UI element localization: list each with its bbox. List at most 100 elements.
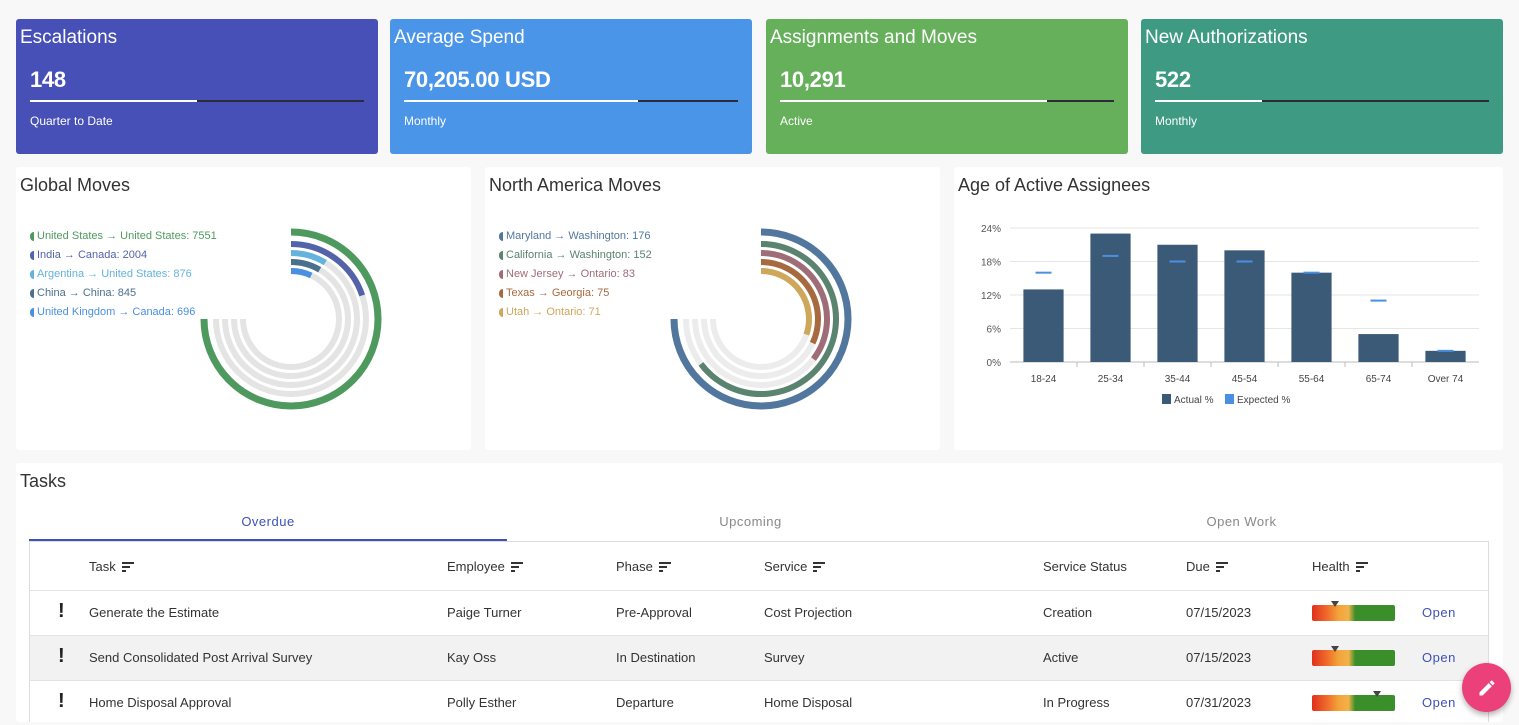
- col-header-health[interactable]: Health: [1312, 559, 1368, 574]
- x-tick-label: 65-74: [1366, 374, 1392, 385]
- legend-item[interactable]: United States → United States: 7551: [30, 230, 217, 242]
- radial-arc: [760, 268, 812, 336]
- col-header-label: Service: [764, 559, 808, 574]
- radial-arc: [670, 228, 852, 410]
- col-header-label: Task: [89, 559, 116, 574]
- legend-marker-icon: [499, 288, 503, 298]
- radial-track: [231, 259, 351, 379]
- legend-item[interactable]: New Jersey → Ontario: 83: [499, 268, 635, 280]
- sort-icon: [813, 562, 826, 572]
- cell-task: Send Consolidated Post Arrival Survey: [89, 650, 313, 665]
- kpi-title: New Authorizations: [1145, 27, 1308, 48]
- cell-service: Survey: [764, 650, 805, 665]
- kpi-subtitle: Quarter to Date: [30, 114, 113, 128]
- kpi-card-average-spend[interactable]: Average Spend 70,205.00 USD Monthly: [390, 19, 752, 154]
- legend-item[interactable]: Texas → Georgia: 75: [499, 287, 609, 299]
- radial-arc: [760, 259, 821, 345]
- card-title: North America Moves: [489, 175, 662, 195]
- legend-label: United Kingdom → Canada: 696: [37, 306, 196, 318]
- na-moves-card: North America Moves Maryland → Washingto…: [485, 167, 940, 450]
- legend-item[interactable]: Utah → Ontario: 71: [499, 306, 601, 318]
- kpi-progress-fill: [30, 100, 197, 102]
- card-title: Global Moves: [20, 175, 131, 195]
- y-tick-label: 12%: [981, 291, 1001, 302]
- legend-marker-icon: [30, 250, 34, 260]
- edit-fab-button[interactable]: [1462, 663, 1511, 712]
- radial-track: [222, 250, 360, 388]
- table-row[interactable]: ! Send Consolidated Post Arrival Survey …: [30, 635, 1488, 680]
- table-row[interactable]: ! Home Disposal Approval Polly Esther De…: [30, 680, 1488, 725]
- legend-marker-icon: [30, 231, 34, 241]
- cell-due: 07/15/2023: [1186, 605, 1252, 620]
- cell-due: 07/15/2023: [1186, 650, 1252, 665]
- table-row[interactable]: ! Generate the Estimate Paige Turner Pre…: [30, 590, 1488, 635]
- legend-item[interactable]: China → China: 845: [30, 287, 136, 299]
- bar-actual: [1425, 350, 1466, 362]
- legend-marker-icon: [499, 231, 503, 241]
- sort-icon: [1355, 562, 1368, 572]
- legend-item[interactable]: United Kingdom → Canada: 696: [30, 306, 195, 318]
- kpi-card-escalations[interactable]: Escalations 148 Quarter to Date: [16, 19, 378, 154]
- open-link[interactable]: Open: [1422, 605, 1456, 620]
- col-header-label: Phase: [616, 559, 653, 574]
- legend-marker-icon: [499, 250, 503, 260]
- radial-arc: [290, 241, 366, 297]
- cell-service: Home Disposal: [764, 695, 853, 710]
- col-header-employee[interactable]: Employee: [447, 559, 523, 574]
- legend-label: California → Washington: 152: [506, 249, 652, 261]
- age-bar-chart: 24% 18% 12% 6% 0% 18-24 25-34 35-44 45-54 55-64 65…: [981, 224, 1479, 406]
- legend-marker-icon: [30, 269, 34, 279]
- legend-label: Texas → Georgia: 75: [506, 287, 610, 299]
- x-tick-label: 35-44: [1165, 374, 1191, 385]
- y-tick-label: 18%: [981, 258, 1001, 269]
- legend-item[interactable]: Maryland → Washington: 176: [499, 230, 651, 242]
- col-header-label: Due: [1186, 559, 1210, 574]
- health-gauge: [1312, 691, 1395, 711]
- col-header-task[interactable]: Task: [89, 559, 134, 574]
- cell-employee: Polly Esther: [447, 695, 517, 710]
- col-header-label: Employee: [447, 559, 505, 574]
- col-header-phase[interactable]: Phase: [616, 559, 671, 574]
- tab-upcoming[interactable]: Upcoming: [719, 514, 782, 529]
- kpi-progress-bar: [404, 100, 738, 102]
- kpi-progress-bar: [30, 100, 364, 102]
- open-link[interactable]: Open: [1422, 695, 1456, 710]
- x-tick-label: 55-64: [1299, 374, 1325, 385]
- open-link[interactable]: Open: [1422, 650, 1456, 665]
- kpi-progress-fill: [1155, 100, 1262, 102]
- kpi-title: Assignments and Moves: [770, 27, 977, 48]
- pencil-icon: [1479, 679, 1495, 695]
- legend-swatch: [1162, 394, 1171, 404]
- bar-actual: [1224, 250, 1265, 362]
- x-tick-label: Over 74: [1428, 374, 1464, 385]
- kpi-card-new-authorizations[interactable]: New Authorizations 522 Monthly: [1141, 19, 1503, 154]
- cell-phase: In Destination: [616, 650, 696, 665]
- priority-icon: !: [58, 690, 65, 712]
- col-header-due[interactable]: Due: [1186, 559, 1228, 574]
- sort-icon: [1215, 562, 1228, 572]
- bar-actual: [1023, 289, 1064, 362]
- legend-item[interactable]: Argentina → United States: 876: [30, 268, 192, 280]
- health-pointer: [1331, 646, 1339, 652]
- na-moves-radial-chart: [670, 228, 852, 410]
- kpi-progress-fill: [404, 100, 638, 102]
- col-header-service[interactable]: Service: [764, 559, 826, 574]
- cell-task: Generate the Estimate: [89, 605, 220, 620]
- card-title: Age of Active Assignees: [958, 175, 1151, 195]
- cell-service-status: In Progress: [1043, 695, 1110, 710]
- legend-label: Expected %: [1237, 395, 1290, 406]
- legend-item[interactable]: India → Canada: 2004: [30, 249, 147, 261]
- legend-label: China → China: 845: [37, 287, 137, 299]
- radial-arc: [290, 268, 313, 279]
- tab-open-work[interactable]: Open Work: [1206, 514, 1277, 529]
- tab-overdue[interactable]: Overdue: [241, 514, 295, 529]
- legend-marker-icon: [30, 307, 34, 317]
- kpi-progress-bar: [1155, 100, 1489, 102]
- legend-item[interactable]: California → Washington: 152: [499, 249, 652, 261]
- kpi-card-assignments-moves[interactable]: Assignments and Moves 10,291 Active: [766, 19, 1128, 154]
- kpi-row: Escalations 148 Quarter to Date Average …: [16, 19, 1503, 154]
- health-gauge: [1312, 646, 1395, 666]
- cell-service-status: Creation: [1043, 605, 1093, 620]
- health-pointer: [1331, 601, 1339, 607]
- radial-track: [240, 268, 342, 370]
